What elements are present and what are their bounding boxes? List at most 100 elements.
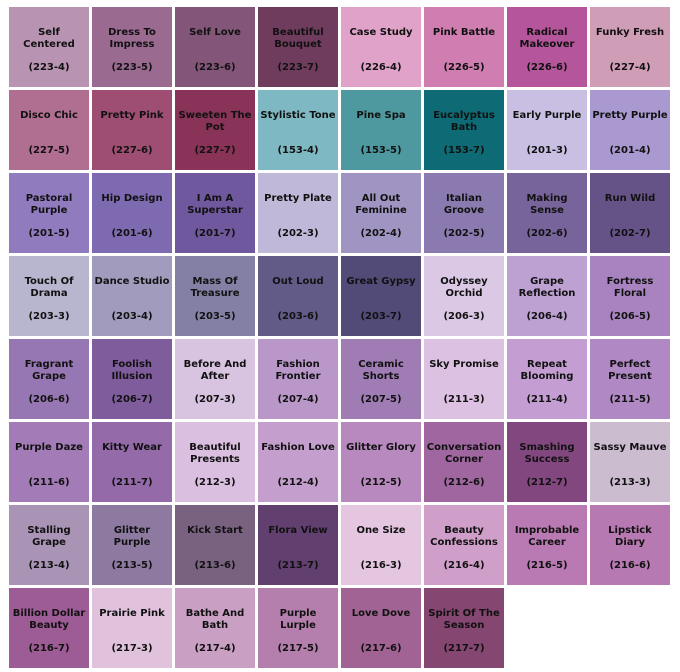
color-swatch[interactable]: Great Gypsy (203-7) [341, 256, 421, 336]
color-swatch[interactable]: Improbable Career (216-5) [507, 505, 587, 585]
swatch-name: Kitty Wear [102, 442, 162, 453]
color-swatch[interactable]: Eucalyptus Bath (153-7) [424, 90, 504, 170]
swatch-code: (203-7) [360, 311, 402, 322]
color-swatch[interactable]: Before And After (207-3) [175, 339, 255, 419]
color-swatch[interactable]: One Size (216-3) [341, 505, 421, 585]
color-swatch[interactable]: Pretty Purple (201-4) [590, 90, 670, 170]
swatch-code: (216-6) [609, 560, 651, 571]
swatch-code: (153-5) [360, 145, 402, 156]
swatch-code: (207-5) [360, 394, 402, 405]
swatch-name: Sky Promise [429, 359, 499, 370]
color-swatch[interactable]: Purple Daze (211-6) [9, 422, 89, 502]
color-swatch[interactable]: Early Purple (201-3) [507, 90, 587, 170]
swatch-name: Making Sense [526, 193, 568, 216]
color-swatch[interactable]: Beautiful Bouquet (223-7) [258, 7, 338, 87]
swatch-name: I Am A Superstar [187, 193, 243, 216]
color-swatch[interactable]: Funky Fresh (227-4) [590, 7, 670, 87]
swatch-code: (227-4) [609, 62, 651, 73]
color-swatch[interactable]: Sweeten The Pot (227-7) [175, 90, 255, 170]
color-swatch[interactable]: Foolish Illusion (206-7) [92, 339, 172, 419]
color-swatch[interactable]: Sassy Mauve (213-3) [590, 422, 670, 502]
color-swatch[interactable]: I Am A Superstar (201-7) [175, 173, 255, 253]
color-swatch[interactable]: Self Love (223-6) [175, 7, 255, 87]
color-swatch[interactable]: Glitter Glory (212-5) [341, 422, 421, 502]
swatch-name: Prairie Pink [99, 608, 165, 619]
color-swatch[interactable]: Touch Of Drama (203-3) [9, 256, 89, 336]
swatch-code: (212-4) [277, 477, 319, 488]
swatch-name: Out Loud [272, 276, 324, 287]
color-swatch[interactable]: Italian Groove (202-5) [424, 173, 504, 253]
swatch-code: (213-4) [28, 560, 70, 571]
color-swatch[interactable]: Prairie Pink (217-3) [92, 588, 172, 668]
color-swatch[interactable]: Kick Start (213-6) [175, 505, 255, 585]
swatch-name: Bathe And Bath [185, 608, 245, 631]
color-swatch[interactable]: Fashion Frontier (207-4) [258, 339, 338, 419]
color-swatch[interactable]: Smashing Success (212-7) [507, 422, 587, 502]
color-swatch[interactable]: Sky Promise (211-3) [424, 339, 504, 419]
color-swatch[interactable]: Self Centered (223-4) [9, 7, 89, 87]
color-swatch[interactable]: Pretty Pink (227-6) [92, 90, 172, 170]
color-swatch[interactable]: Out Loud (203-6) [258, 256, 338, 336]
swatch-code: (213-7) [277, 560, 319, 571]
swatch-code: (217-7) [443, 643, 485, 654]
color-swatch[interactable]: Radical Makeover (226-6) [507, 7, 587, 87]
color-swatch[interactable]: Perfect Present (211-5) [590, 339, 670, 419]
color-swatch[interactable]: Odyssey Orchid (206-3) [424, 256, 504, 336]
color-swatch[interactable]: Fortress Floral (206-5) [590, 256, 670, 336]
swatch-code: (211-7) [111, 477, 153, 488]
color-swatch[interactable]: Spirit Of The Season (217-7) [424, 588, 504, 668]
color-swatch[interactable]: Pastoral Purple (201-5) [9, 173, 89, 253]
swatch-code: (201-4) [609, 145, 651, 156]
color-swatch[interactable]: Making Sense (202-6) [507, 173, 587, 253]
color-swatch[interactable]: Purple Lurple (217-5) [258, 588, 338, 668]
color-swatch[interactable]: Stalling Grape (213-4) [9, 505, 89, 585]
color-swatch[interactable]: Conversation Corner (212-6) [424, 422, 504, 502]
color-swatch[interactable]: Mass Of Treasure (203-5) [175, 256, 255, 336]
color-swatch[interactable]: Grape Reflection (206-4) [507, 256, 587, 336]
color-swatch[interactable]: Case Study (226-4) [341, 7, 421, 87]
color-swatch[interactable]: Stylistic Tone (153-4) [258, 90, 338, 170]
swatch-name: Grape Reflection [518, 276, 576, 299]
swatch-code: (203-6) [277, 311, 319, 322]
color-swatch[interactable]: Fashion Love (212-4) [258, 422, 338, 502]
swatch-code: (227-6) [111, 145, 153, 156]
color-swatch[interactable]: Love Dove (217-6) [341, 588, 421, 668]
color-swatch[interactable]: Run Wild (202-7) [590, 173, 670, 253]
color-swatch[interactable]: Glitter Purple (213-5) [92, 505, 172, 585]
swatch-name: Conversation Corner [426, 442, 502, 465]
swatch-code: (217-3) [111, 643, 153, 654]
color-swatch[interactable]: Bathe And Bath (217-4) [175, 588, 255, 668]
swatch-name: Lipstick Diary [608, 525, 652, 548]
color-swatch[interactable]: Billion Dollar Beauty (216-7) [9, 588, 89, 668]
color-swatch[interactable]: Dress To Impress (223-5) [92, 7, 172, 87]
color-swatch[interactable]: Beauty Confessions (216-4) [424, 505, 504, 585]
color-swatch[interactable]: Lipstick Diary (216-6) [590, 505, 670, 585]
color-swatch[interactable]: Beautiful Presents (212-3) [175, 422, 255, 502]
swatch-name: Pine Spa [356, 110, 406, 121]
swatch-code: (227-5) [28, 145, 70, 156]
swatch-name: Sweeten The Pot [178, 110, 252, 133]
swatch-name: Fragrant Grape [24, 359, 74, 382]
swatch-code: (223-7) [277, 62, 319, 73]
color-swatch[interactable]: Repeat Blooming (211-4) [507, 339, 587, 419]
swatch-code: (202-3) [277, 228, 319, 239]
color-swatch[interactable]: Ceramic Shorts (207-5) [341, 339, 421, 419]
swatch-code: (226-6) [526, 62, 568, 73]
color-swatch[interactable]: All Out Feminine (202-4) [341, 173, 421, 253]
color-swatch[interactable]: Hip Design (201-6) [92, 173, 172, 253]
swatch-code: (211-6) [28, 477, 70, 488]
swatch-name: Fortress Floral [606, 276, 654, 299]
swatch-code: (217-6) [360, 643, 402, 654]
swatch-code: (202-4) [360, 228, 402, 239]
color-swatch[interactable]: Pine Spa (153-5) [341, 90, 421, 170]
color-swatch[interactable]: Kitty Wear (211-7) [92, 422, 172, 502]
color-swatch[interactable]: Pretty Plate (202-3) [258, 173, 338, 253]
color-swatch[interactable]: Pink Battle (226-5) [424, 7, 504, 87]
color-swatch[interactable]: Flora View (213-7) [258, 505, 338, 585]
color-swatch[interactable]: Disco Chic (227-5) [9, 90, 89, 170]
swatch-name: Love Dove [351, 608, 411, 619]
swatch-code: (212-6) [443, 477, 485, 488]
swatch-name: Self Love [189, 27, 241, 38]
color-swatch[interactable]: Dance Studio (203-4) [92, 256, 172, 336]
color-swatch[interactable]: Fragrant Grape (206-6) [9, 339, 89, 419]
